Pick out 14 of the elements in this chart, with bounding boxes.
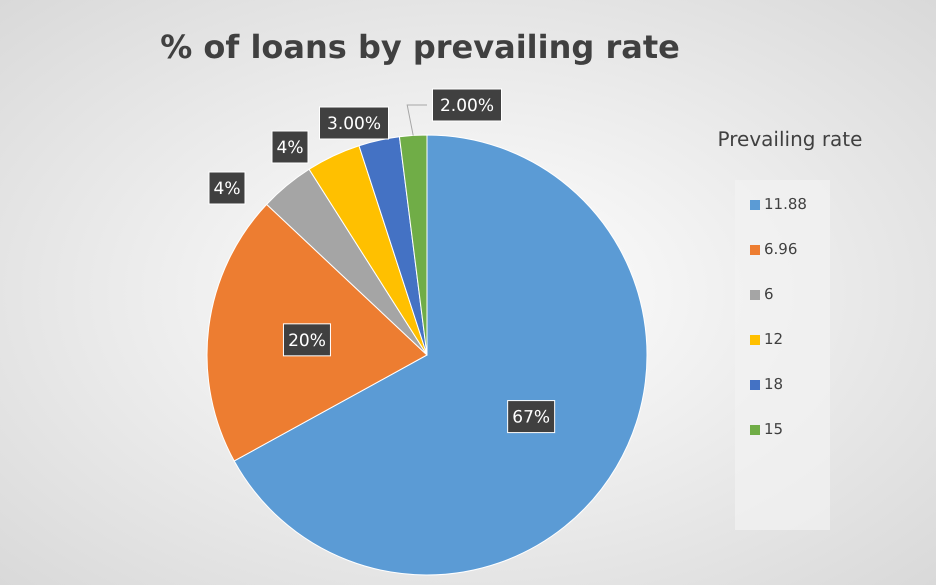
data-label: 4% [214,179,240,199]
data-label: 2.00% [440,96,494,116]
legend-label: 18 [764,375,784,393]
legend-label: 12 [764,330,784,348]
data-label: 4% [276,138,304,158]
legend-label: 6.96 [764,240,798,258]
chart-title: % of loans by prevailing rate [160,28,680,66]
data-label: 3.00% [326,114,382,134]
data-label: 67% [512,408,550,428]
slice-label: 11.88 [764,195,807,213]
data-label: 20% [288,330,326,351]
legend-label: 15 [764,420,784,438]
legend-label: 6 [764,285,774,303]
legend-title: Prevailing rate [718,127,862,151]
